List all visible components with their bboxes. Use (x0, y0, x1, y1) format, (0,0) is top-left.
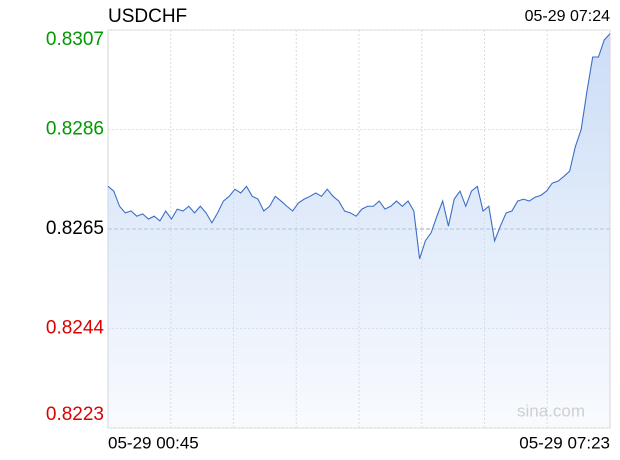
update-time: 05-29 07:24 (525, 8, 611, 25)
y-tick-label: 0.8265 (46, 218, 104, 239)
price-line (107, 33, 611, 260)
area-fill (108, 33, 610, 428)
y-tick-label: 0.8286 (46, 119, 104, 140)
y-tick-label: 0.8223 (46, 404, 104, 425)
chart-title: USDCHF (108, 6, 187, 27)
x-tick-label: 05-29 07:23 (519, 433, 610, 452)
watermark: sina.com (517, 401, 585, 420)
x-tick-label: 05-29 00:45 (108, 433, 199, 452)
y-tick-label: 0.8307 (46, 29, 104, 50)
y-tick-label: 0.8244 (46, 318, 105, 339)
